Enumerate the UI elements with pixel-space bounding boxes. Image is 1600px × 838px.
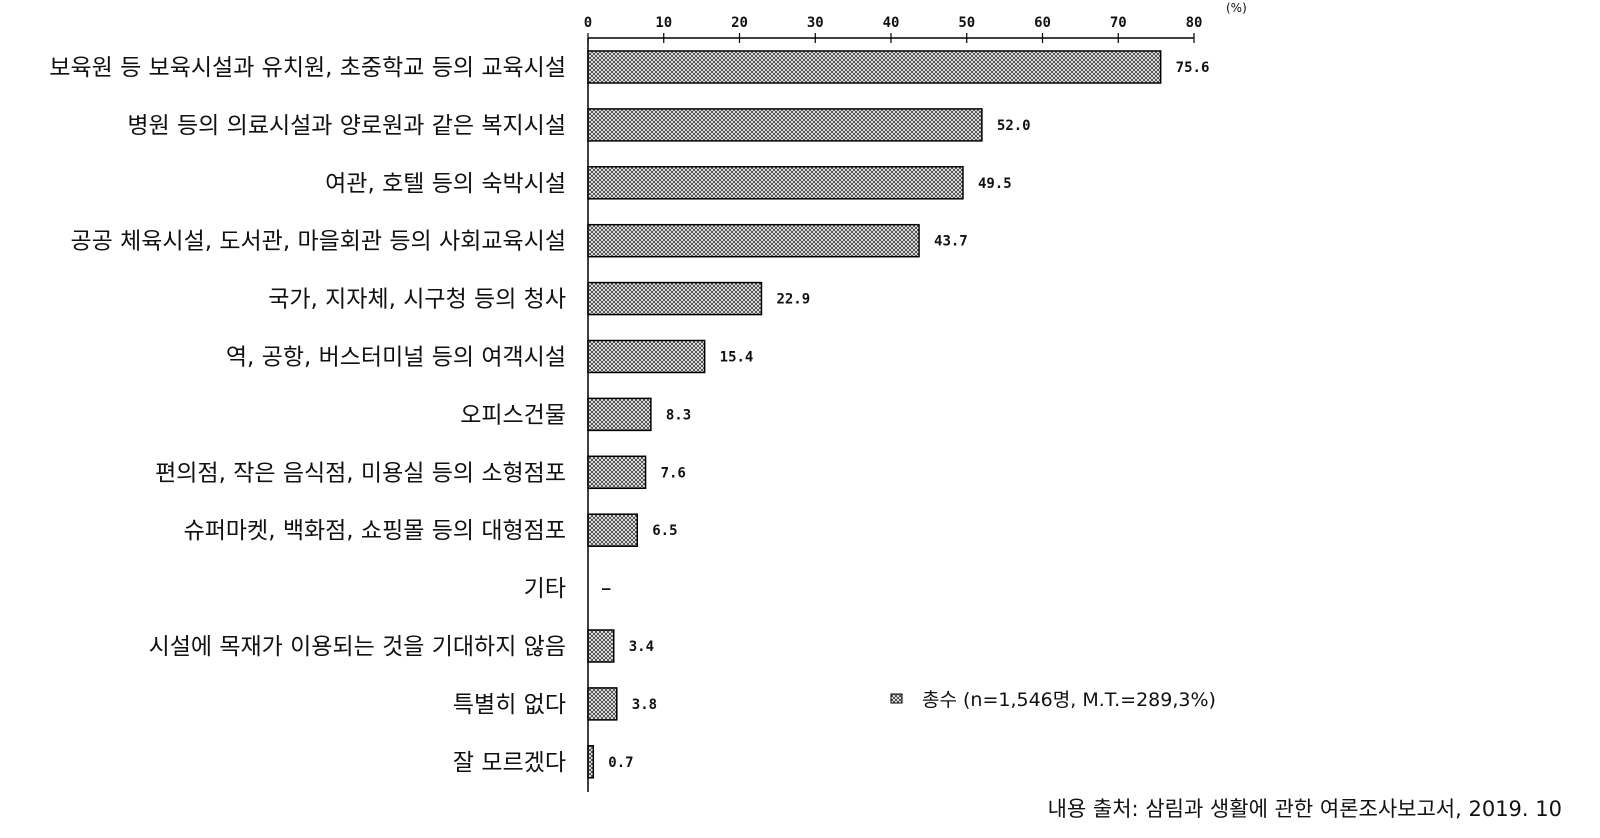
value-label: 15.4 [720,350,754,366]
bar [587,455,647,490]
x-tick-label: 40 [883,15,900,31]
bar [587,108,983,142]
legend-label: 총수 (n=1,546명, M.T.=289,3%) [922,689,1216,711]
value-label: 22.9 [776,292,810,308]
value-label: 7.6 [661,465,686,481]
bar [587,397,652,432]
value-label: 43.7 [934,234,968,250]
x-tick-label: 20 [731,15,748,31]
value-label: 6.5 [652,523,677,539]
x-tick-label: 30 [807,15,824,31]
category-label: 국가, 지자체, 시구청 등의 청사 [268,287,566,313]
bar [587,687,618,721]
axis-unit-label: (%) [1226,1,1247,15]
value-label: 3.8 [632,697,657,713]
bar [587,339,706,374]
bar [587,50,1162,84]
value-label: – [602,581,611,597]
value-label: 75.6 [1176,60,1210,76]
category-label: 잘 모르겠다 [453,750,566,776]
bar [587,166,964,200]
bar [587,223,920,258]
bar [587,281,763,316]
x-tick-label: 60 [1034,15,1051,31]
category-label: 여관, 호텔 등의 숙박시설 [325,171,566,197]
value-label: 8.3 [666,407,691,423]
legend: 총수 (n=1,546명, M.T.=289,3%) [890,689,1216,711]
category-label: 공공 체육시설, 도서관, 마을회관 등의 사회교육시설 [70,229,566,255]
x-tick-label: 70 [1110,15,1127,31]
category-label: 기타 [524,576,566,602]
value-label: 49.5 [978,176,1012,192]
bar [587,629,615,663]
value-label: 52.0 [997,118,1031,134]
source-note: 내용 출처: 삼림과 생활에 관한 여론조사보고서, 2019. 10 [1048,797,1562,821]
bar [587,745,595,779]
value-label: 0.7 [608,755,633,771]
bar [587,513,638,547]
category-label: 오피스건물 [460,402,566,428]
x-tick-label: 0 [584,15,592,31]
bars: 보육원 등 보육시설과 유치원, 초중학교 등의 교육시설 75.6 병원 등의 의… [49,50,1210,779]
x-tick-label: 50 [958,15,975,31]
category-label: 병원 등의 의료시설과 양로원과 같은 복지시설 [127,113,566,139]
category-label: 특별히 없다 [453,692,566,718]
value-label: 3.4 [629,639,654,655]
category-label: 보육원 등 보육시설과 유치원, 초중학교 등의 교육시설 [49,55,566,81]
category-label: 편의점, 작은 음식점, 미용실 등의 소형점포 [155,460,566,486]
category-label: 슈퍼마켓, 백화점, 쇼핑몰 등의 대형점포 [184,518,566,544]
legend-swatch [890,693,903,704]
x-tick-label: 80 [1186,15,1203,31]
x-tick-label: 10 [655,15,672,31]
category-label: 시설에 목재가 이용되는 것을 기대하지 않음 [149,634,566,660]
x-axis: 0 10 20 30 40 50 60 70 80 [584,15,1203,43]
category-label: 역, 공항, 버스터미널 등의 여객시설 [226,345,566,371]
